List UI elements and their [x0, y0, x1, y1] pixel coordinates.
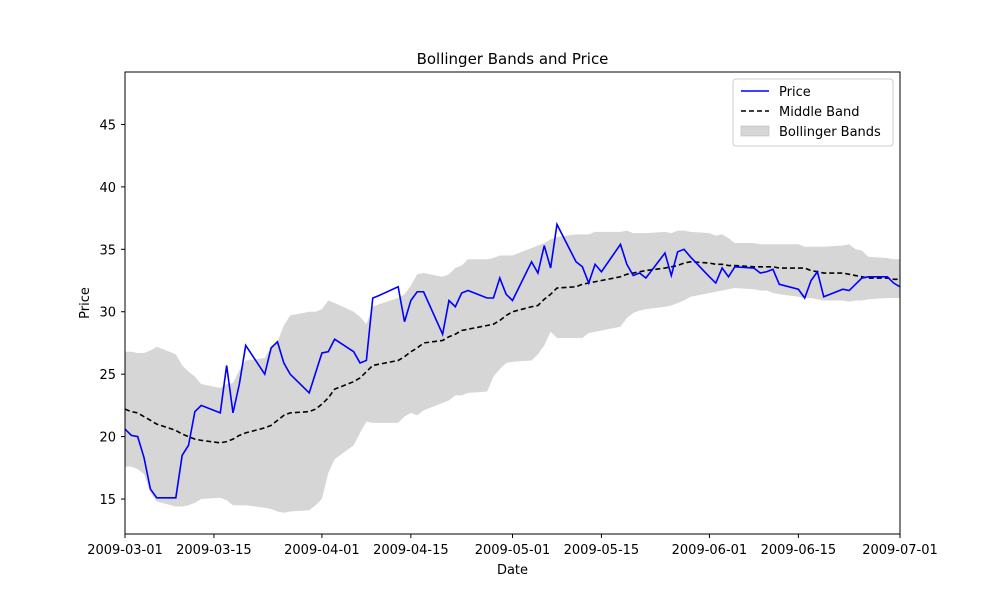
x-axis-ticks: 2009-03-01 2009-03-15 2009-04-01 2009-04-15…: [87, 534, 938, 558]
y-tick-label: 45: [99, 118, 116, 133]
x-tick-label: 2009-06-15: [761, 543, 837, 558]
x-tick-label: 2009-05-01: [475, 543, 551, 558]
bollinger-bands-area: [125, 230, 900, 513]
x-tick-label: 2009-04-15: [373, 543, 449, 558]
x-axis-label: Date: [497, 563, 528, 578]
y-tick-label: 40: [99, 181, 116, 196]
price-layer: [124, 221, 901, 499]
x-tick-label: 2009-07-01: [862, 543, 938, 558]
price-line: [124, 221, 901, 499]
legend-price-label: Price: [779, 85, 811, 100]
x-tick-label: 2009-05-15: [564, 543, 640, 558]
chart-title: Bollinger Bands and Price: [417, 50, 609, 68]
x-tick-label: 2009-06-01: [672, 543, 748, 558]
y-axis-label: Price: [78, 287, 93, 319]
y-axis-ticks: 15 20 25 30 35 40 45: [99, 118, 125, 508]
plot-area: [124, 221, 901, 513]
x-tick-label: 2009-04-01: [284, 543, 360, 558]
legend-bands-label: Bollinger Bands: [779, 125, 881, 140]
legend-bands-swatch: [740, 125, 770, 137]
middle-band-line: [124, 260, 900, 444]
y-tick-label: 35: [99, 243, 116, 258]
y-tick-label: 30: [99, 306, 116, 321]
legend-middle-label: Middle Band: [779, 105, 859, 120]
legend-box: [732, 78, 894, 147]
y-tick-label: 20: [99, 431, 116, 446]
legend: Price Middle Band Bollinger Bands: [732, 78, 894, 147]
middle-band-layer: [124, 260, 900, 444]
bollinger-bands-layer: [125, 230, 900, 513]
x-tick-label: 2009-03-01: [87, 543, 163, 558]
x-tick-label: 2009-03-15: [176, 543, 252, 558]
y-tick-label: 15: [99, 493, 116, 508]
y-tick-label: 25: [99, 368, 116, 383]
